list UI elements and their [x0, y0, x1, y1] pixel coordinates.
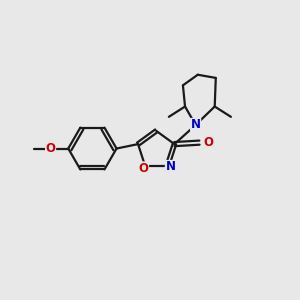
Text: O: O	[203, 136, 213, 149]
Text: N: N	[190, 118, 201, 131]
Text: N: N	[165, 160, 176, 173]
Text: O: O	[139, 162, 148, 175]
Text: O: O	[46, 142, 56, 155]
